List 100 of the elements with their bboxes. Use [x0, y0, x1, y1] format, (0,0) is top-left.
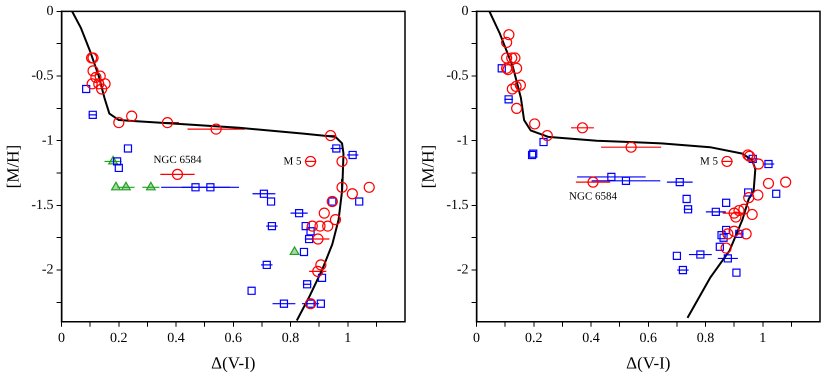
point [312, 266, 324, 277]
point [752, 158, 764, 170]
point [676, 178, 684, 186]
point [738, 204, 750, 215]
x-tick-label: 0.4 [582, 330, 600, 346]
point [712, 208, 720, 216]
point [364, 182, 375, 193]
annotation: M 5 [284, 155, 302, 168]
point [268, 222, 276, 230]
y-tick-label: -1.5 [31, 198, 54, 214]
point [306, 227, 315, 236]
point [722, 198, 730, 207]
point [324, 130, 336, 142]
y-tick-label: -1 [456, 133, 469, 148]
point [162, 117, 174, 128]
point [501, 36, 512, 48]
point [247, 286, 256, 295]
point [126, 110, 138, 122]
point [506, 52, 518, 64]
point [511, 102, 522, 114]
point [721, 156, 733, 168]
point [300, 248, 308, 256]
point [280, 300, 288, 308]
point [262, 260, 271, 270]
point [514, 80, 526, 91]
point [355, 197, 364, 206]
point [93, 78, 104, 90]
point [730, 211, 742, 223]
y-tick-label: -0.5 [446, 68, 469, 84]
point [191, 183, 200, 192]
point [146, 182, 156, 190]
y-tick-label: -2 [456, 262, 469, 278]
point [716, 242, 724, 251]
y-axis-title: [M/H] [4, 144, 23, 188]
point [318, 208, 330, 219]
point [672, 252, 682, 260]
point [99, 78, 111, 90]
point [682, 194, 691, 204]
point [728, 208, 740, 219]
x-tick-label: 1 [759, 330, 766, 346]
point [539, 138, 548, 146]
y-axis-title: [M/H] [418, 144, 438, 188]
point [332, 144, 340, 153]
y-tick-label: 0 [462, 4, 469, 20]
y-tick-label: 0 [46, 4, 54, 20]
point [746, 208, 758, 220]
point [302, 280, 312, 288]
y-tick-label: -1 [42, 133, 54, 148]
point [772, 190, 780, 198]
point [722, 226, 730, 234]
y-tick-label: -0.5 [31, 68, 54, 84]
point [336, 156, 348, 168]
x-tick-label: 0.2 [525, 330, 543, 346]
point [330, 214, 342, 226]
x-tick-label: 0 [58, 330, 66, 346]
point [717, 231, 726, 240]
point [748, 154, 757, 163]
y-tick-label: -2 [42, 262, 54, 278]
point [724, 254, 732, 263]
point [312, 233, 324, 245]
point [96, 83, 108, 95]
x-tick-label: 0.8 [282, 330, 300, 346]
point [348, 150, 357, 160]
point [121, 182, 131, 190]
x-tick-label: 0.8 [696, 330, 714, 346]
point [511, 62, 522, 74]
point [732, 268, 741, 277]
point [744, 188, 752, 197]
x-tick-label: 0 [473, 330, 480, 346]
point [743, 192, 754, 204]
point [501, 52, 512, 64]
point [336, 182, 348, 193]
point [587, 176, 599, 188]
point [733, 204, 745, 216]
x-tick-label: 0.6 [224, 330, 242, 346]
point [720, 242, 732, 254]
point [172, 168, 184, 180]
point [112, 157, 122, 166]
point [114, 164, 123, 172]
x-axis-title: Δ(V-I) [626, 353, 670, 372]
point [678, 266, 688, 274]
point [304, 156, 316, 168]
annotation: M 5 [700, 155, 718, 168]
point [607, 172, 616, 182]
point [87, 65, 99, 76]
point [509, 52, 521, 64]
x-tick-label: 1 [344, 330, 352, 346]
point [728, 226, 740, 237]
point [315, 259, 326, 270]
point [740, 228, 752, 240]
point [780, 176, 792, 188]
point [260, 190, 268, 198]
x-tick-label: 0.6 [640, 330, 658, 346]
point [622, 176, 630, 185]
point [210, 123, 222, 135]
point [316, 300, 325, 308]
point [752, 189, 764, 201]
point [503, 29, 515, 40]
point [90, 72, 102, 83]
point [113, 117, 124, 128]
